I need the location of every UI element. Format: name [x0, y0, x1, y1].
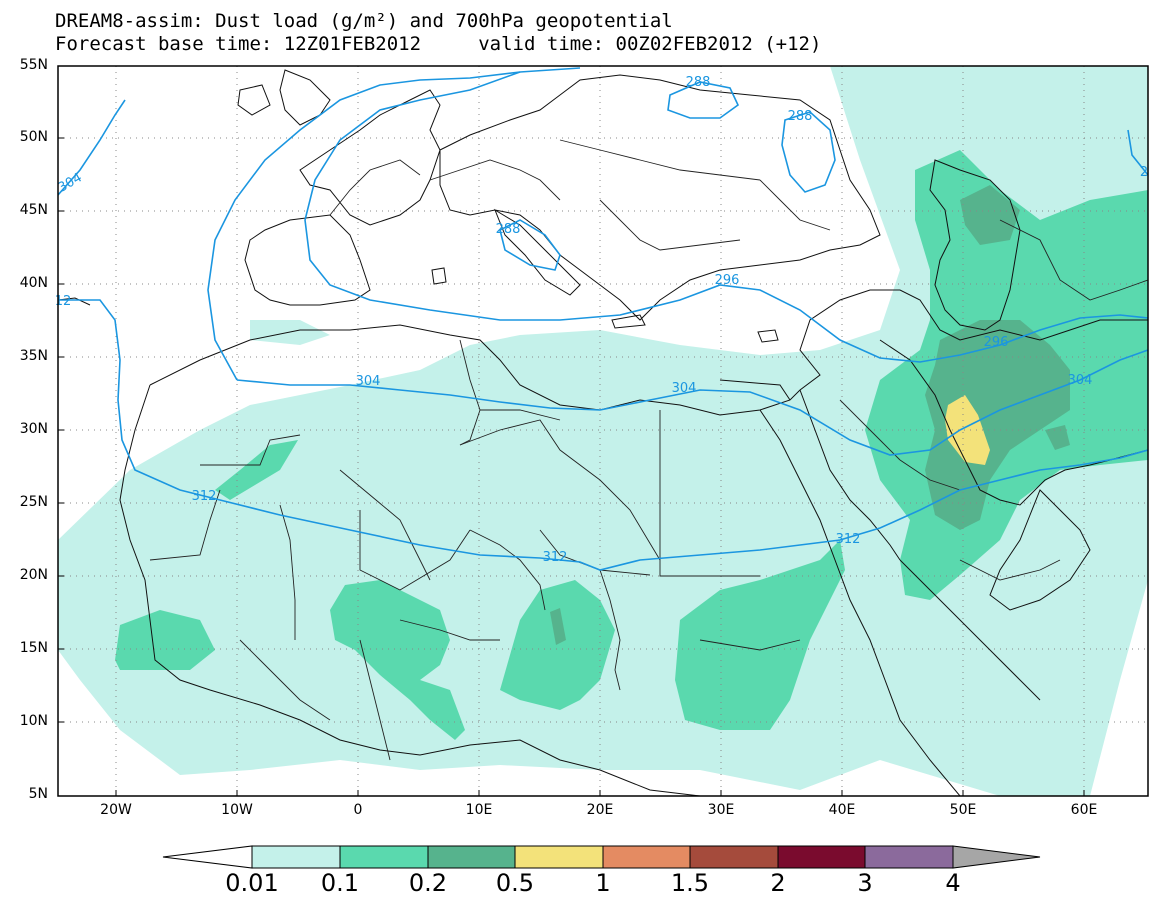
lon-label: 10W: [221, 802, 253, 818]
lon-label: 20E: [586, 802, 614, 818]
contour-label: 304: [672, 381, 697, 396]
tick-marks: [58, 65, 1085, 796]
contour-label: 288: [686, 75, 711, 90]
contour-label: 312: [836, 532, 861, 547]
contour-label: 312: [192, 489, 217, 504]
lat-label: 15N: [19, 640, 48, 656]
legend-lower-arrow: [162, 845, 253, 869]
lon-label: 40E: [828, 802, 856, 818]
geopotential-contours: [58, 67, 1148, 571]
dust-level-0.2: [550, 185, 1070, 645]
lat-label: 40N: [19, 275, 48, 291]
lon-label: 20W: [100, 802, 132, 818]
legend-level-label: 0.2: [408, 869, 448, 897]
contour-label: 304: [356, 374, 381, 389]
contour-label: 296: [715, 273, 740, 288]
contour-label: 288: [496, 222, 521, 237]
legend-swatch: [602, 845, 691, 869]
legend-swatch: [864, 845, 954, 869]
legend-level-label: 3: [857, 869, 873, 897]
contour-label: 2: [1140, 165, 1148, 180]
lat-label: 30N: [19, 421, 48, 437]
legend-swatch: [514, 845, 604, 869]
lon-label: 30E: [707, 802, 735, 818]
lat-label: 5N: [28, 786, 48, 802]
lat-label: 25N: [19, 494, 48, 510]
legend-colorbar: [162, 845, 1041, 869]
contour-label: 288: [788, 109, 813, 124]
legend-level-label: 1.5: [670, 869, 710, 897]
contour-label: 304: [1068, 373, 1093, 388]
map-frame: [57, 65, 1149, 797]
legend-swatch: [777, 845, 866, 869]
legend-level-label: 0.01: [225, 869, 279, 897]
lat-label: 55N: [19, 57, 48, 73]
lon-label: 60E: [1070, 802, 1098, 818]
legend-level-label: 4: [945, 869, 961, 897]
lat-label: 50N: [19, 129, 48, 145]
contour-label: 312: [543, 550, 568, 565]
contour-label: 304: [56, 170, 85, 195]
borders: [149, 139, 1148, 761]
contour-label: 296: [984, 335, 1009, 350]
title-line-1: DREAM8-assim: Dust load (g/m²) and 700hP…: [55, 10, 673, 32]
contour-label: 12: [55, 294, 72, 309]
coastlines: [58, 69, 1148, 796]
legend-level-label: 0.1: [320, 869, 360, 897]
lat-label: 20N: [19, 567, 48, 583]
legend-level-label: 2: [770, 869, 786, 897]
map-plot-area: [58, 66, 1148, 796]
lat-label: 35N: [19, 348, 48, 364]
legend-upper-arrow: [952, 845, 1041, 869]
legend-swatch: [339, 845, 429, 869]
lon-label: 0: [353, 802, 363, 818]
lon-label: 50E: [949, 802, 977, 818]
legend-swatch: [427, 845, 516, 869]
lat-label: 10N: [19, 713, 48, 729]
legend-swatch: [689, 845, 779, 869]
title-line-2: Forecast base time: 12Z01FEB2012 valid t…: [55, 33, 822, 55]
legend-swatch: [251, 845, 341, 869]
legend-level-label: 0.5: [495, 869, 535, 897]
lon-label: 10E: [465, 802, 493, 818]
legend-level-label: 1: [595, 869, 611, 897]
lat-label: 45N: [19, 202, 48, 218]
dust-level-0.5: [945, 395, 990, 465]
